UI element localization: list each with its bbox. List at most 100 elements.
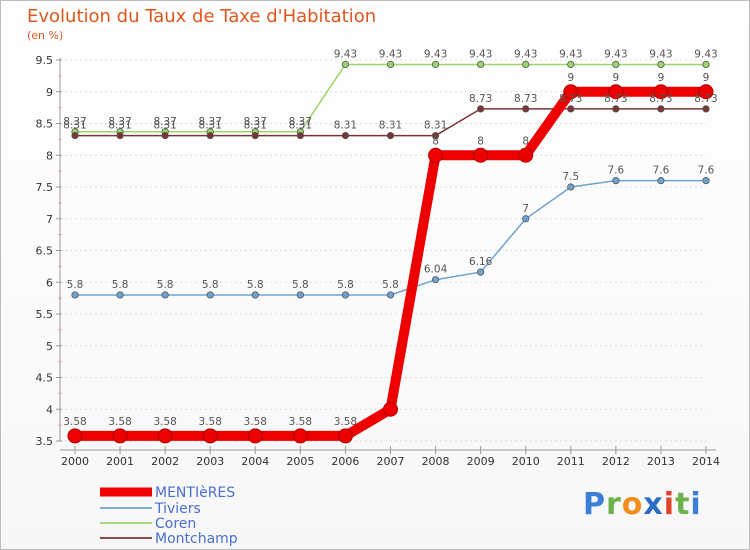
x-tick-label: 2005 — [286, 455, 314, 468]
data-label: 8.31 — [334, 120, 357, 132]
data-point — [567, 183, 575, 191]
data-point — [522, 60, 530, 69]
logo-letter: o — [621, 487, 644, 522]
data-label: 7.5 — [562, 171, 579, 183]
data-point — [522, 215, 530, 223]
data-point — [116, 291, 124, 299]
data-label: 9 — [613, 72, 620, 84]
data-label: 8.37 — [153, 116, 176, 128]
data-label: 5.8 — [112, 279, 129, 291]
data-label: 7.6 — [608, 165, 625, 177]
data-label: 9.43 — [334, 48, 357, 60]
data-point — [431, 276, 440, 284]
data-point — [206, 291, 214, 299]
data-point — [518, 147, 534, 163]
data-label: 9.43 — [379, 48, 402, 60]
data-point — [341, 291, 350, 299]
data-point — [67, 428, 83, 444]
series-tiviers — [71, 177, 710, 299]
data-point — [386, 291, 395, 299]
data-point — [161, 291, 169, 299]
data-point — [251, 131, 259, 140]
data-point — [206, 131, 214, 140]
x-tick-label: 2002 — [151, 455, 179, 468]
data-label: 8 — [432, 135, 439, 147]
data-label: 5.8 — [247, 279, 264, 291]
x-tick-label: 2013 — [647, 455, 675, 468]
data-label: 9.43 — [649, 48, 672, 60]
chart-title: Evolution du Taux de Taxe d'Habitation — [27, 6, 377, 27]
data-label: 8.37 — [63, 116, 86, 128]
x-tick-label: 2010 — [512, 455, 540, 468]
data-label: 9.43 — [694, 48, 717, 60]
data-label: 9.43 — [559, 48, 582, 60]
data-point — [608, 84, 624, 100]
data-label: 8.73 — [649, 93, 672, 105]
data-point — [116, 131, 124, 140]
logo-letter: P — [583, 487, 606, 522]
y-tick-label: 5.5 — [36, 308, 54, 321]
data-label: 5.8 — [157, 279, 174, 291]
y-tick-label: 4 — [46, 403, 53, 416]
data-label: 8.73 — [514, 93, 537, 105]
y-tick-label: 9.5 — [36, 54, 54, 67]
data-label: 9 — [703, 72, 710, 84]
data-label: 9 — [567, 72, 574, 84]
data-point — [202, 428, 218, 444]
y-tick-label: 7.5 — [36, 181, 54, 194]
data-point — [428, 147, 444, 163]
x-tick-label: 2006 — [331, 455, 359, 468]
data-point — [247, 428, 263, 444]
data-label: 8.37 — [244, 116, 267, 128]
data-point — [477, 60, 485, 69]
data-point — [702, 177, 710, 185]
logo-letter: x — [643, 487, 664, 522]
data-label: 8.37 — [199, 116, 222, 128]
data-label: 3.58 — [334, 416, 357, 428]
data-label: 5.8 — [202, 279, 219, 291]
data-label: 8.73 — [559, 93, 582, 105]
data-point — [612, 105, 620, 113]
data-label: 9.43 — [604, 48, 627, 60]
data-label: 6.16 — [469, 256, 493, 268]
data-point — [251, 291, 259, 299]
data-label: 8.31 — [379, 120, 402, 132]
x-tick-label: 2007 — [377, 455, 405, 468]
data-label: 5.8 — [67, 279, 84, 291]
data-point — [563, 84, 579, 100]
data-label: 8.73 — [604, 93, 627, 105]
x-tick-label: 2009 — [467, 455, 495, 468]
data-label: 3.58 — [199, 416, 222, 428]
data-point — [567, 105, 575, 113]
series-line — [75, 179, 706, 296]
data-label: 3.58 — [63, 416, 86, 428]
data-label: 3.58 — [289, 416, 312, 428]
data-label: 5.8 — [292, 279, 309, 291]
y-tick-label: 3.5 — [36, 435, 54, 448]
data-label: 8.73 — [469, 93, 492, 105]
unit-label: (en %) — [27, 29, 64, 42]
data-point — [157, 428, 173, 444]
data-point — [292, 428, 308, 444]
data-point — [112, 428, 128, 444]
data-point — [477, 268, 485, 276]
data-label: 9.43 — [424, 48, 447, 60]
data-label: 8.31 — [289, 120, 312, 132]
data-label: 5.8 — [382, 279, 399, 291]
data-point — [296, 291, 304, 299]
data-point — [657, 177, 665, 185]
data-point — [296, 131, 304, 140]
logo-letter: t — [675, 487, 691, 522]
legend-label: MENTIèRES — [155, 485, 235, 501]
data-label: 8.31 — [424, 120, 447, 132]
data-point — [71, 131, 79, 140]
data-point — [698, 84, 714, 100]
y-tick-label: 4.5 — [36, 372, 54, 385]
data-label: 9 — [658, 72, 665, 84]
data-point — [612, 60, 620, 69]
series-line — [75, 86, 706, 441]
data-label: 8 — [477, 135, 484, 147]
data-point — [383, 401, 398, 417]
x-tick-label: 2008 — [422, 455, 450, 468]
